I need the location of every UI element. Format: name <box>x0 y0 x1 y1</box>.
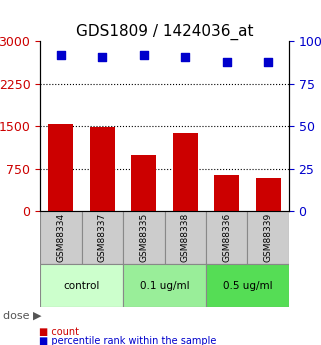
Bar <box>90 127 115 211</box>
Text: ■ count: ■ count <box>39 327 79 337</box>
Bar <box>48 124 73 211</box>
Text: GSM88336: GSM88336 <box>222 213 231 262</box>
Point <box>224 59 229 65</box>
FancyBboxPatch shape <box>165 211 206 264</box>
Text: dose ▶: dose ▶ <box>3 311 42 321</box>
Text: GSM88338: GSM88338 <box>181 213 190 262</box>
Point <box>183 54 188 59</box>
Text: GSM88334: GSM88334 <box>56 213 65 262</box>
FancyBboxPatch shape <box>40 211 82 264</box>
Text: control: control <box>64 280 100 290</box>
FancyBboxPatch shape <box>123 211 165 264</box>
FancyBboxPatch shape <box>206 264 289 307</box>
Bar <box>256 178 281 211</box>
Bar <box>173 133 198 211</box>
FancyBboxPatch shape <box>40 264 123 307</box>
FancyBboxPatch shape <box>123 264 206 307</box>
Bar <box>214 175 239 211</box>
Point <box>100 54 105 59</box>
Bar <box>131 155 156 211</box>
Point <box>58 52 64 58</box>
FancyBboxPatch shape <box>247 211 289 264</box>
Text: 0.1 ug/ml: 0.1 ug/ml <box>140 280 189 290</box>
Text: GSM88335: GSM88335 <box>139 213 148 262</box>
Text: ■ percentile rank within the sample: ■ percentile rank within the sample <box>39 336 216 345</box>
Title: GDS1809 / 1424036_at: GDS1809 / 1424036_at <box>76 24 253 40</box>
Text: GSM88337: GSM88337 <box>98 213 107 262</box>
Point <box>265 59 271 65</box>
Text: GSM88339: GSM88339 <box>264 213 273 262</box>
Point <box>141 52 146 58</box>
FancyBboxPatch shape <box>82 211 123 264</box>
Text: 0.5 ug/ml: 0.5 ug/ml <box>223 280 272 290</box>
FancyBboxPatch shape <box>206 211 247 264</box>
